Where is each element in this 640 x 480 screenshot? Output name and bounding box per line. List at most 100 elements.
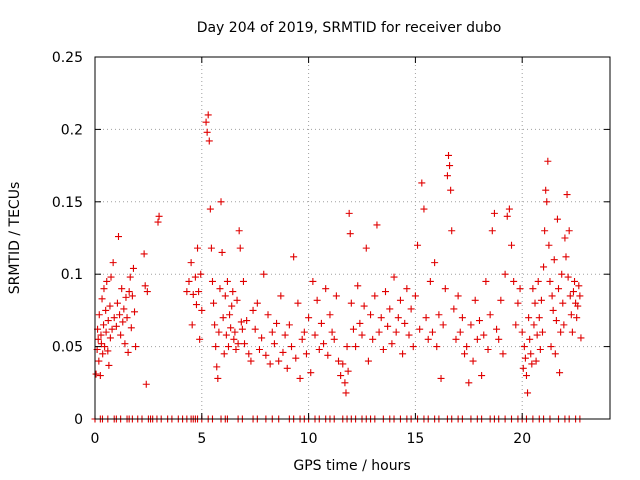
data-point <box>270 340 278 348</box>
data-point <box>396 296 404 304</box>
data-point <box>337 372 345 380</box>
data-point <box>558 270 566 278</box>
data-point <box>521 354 529 362</box>
data-point <box>574 302 582 310</box>
axis-ticks <box>94 56 610 420</box>
x-tick-label: 20 <box>513 431 531 447</box>
data-point <box>420 205 428 213</box>
data-point <box>360 302 368 310</box>
y-tick-label: 0.15 <box>52 195 83 211</box>
data-point <box>211 321 219 329</box>
data-point <box>407 305 415 313</box>
data-point <box>215 328 223 336</box>
data-point <box>322 285 330 293</box>
data-point <box>298 335 306 343</box>
data-point <box>424 335 432 343</box>
data-point <box>123 314 131 322</box>
data-point <box>197 270 205 278</box>
data-point <box>422 314 430 322</box>
data-point <box>486 311 494 319</box>
data-point <box>92 370 100 378</box>
data-point <box>203 128 211 136</box>
data-point <box>131 308 139 316</box>
data-point <box>497 296 505 304</box>
y-tick-label: 0.2 <box>61 122 83 138</box>
data-point <box>547 343 555 351</box>
data-point <box>311 331 319 339</box>
data-point <box>418 179 426 187</box>
data-point <box>253 299 261 307</box>
data-point <box>255 345 263 353</box>
data-point <box>204 111 212 119</box>
data-point <box>221 292 229 300</box>
data-point <box>469 357 477 365</box>
data-point <box>552 317 560 325</box>
data-point <box>122 293 130 301</box>
data-point <box>490 209 498 217</box>
data-point <box>367 311 375 319</box>
data-point <box>379 345 387 353</box>
data-point <box>249 306 257 314</box>
data-point <box>187 259 195 267</box>
data-point <box>463 343 471 351</box>
data-point <box>219 314 227 322</box>
data-point <box>564 273 572 281</box>
data-point <box>519 364 527 372</box>
data-point <box>443 172 451 180</box>
data-point <box>233 296 241 304</box>
data-point <box>414 241 422 249</box>
data-point <box>394 314 402 322</box>
data-point <box>571 277 579 285</box>
data-point <box>216 285 224 293</box>
data-point <box>465 379 473 387</box>
data-point <box>343 343 351 351</box>
data-point <box>194 244 202 252</box>
data-point <box>313 296 321 304</box>
data-point <box>235 227 243 235</box>
y-tick-label: 0.25 <box>52 50 83 66</box>
data-point <box>101 343 109 351</box>
data-point <box>104 347 112 355</box>
data-point <box>212 343 220 351</box>
data-point <box>495 335 503 343</box>
data-point <box>450 305 458 313</box>
data-point <box>542 186 550 194</box>
data-point <box>461 350 469 358</box>
data-point <box>232 345 240 353</box>
data-point <box>347 299 355 307</box>
y-axis-label: SRMTID / TECUs <box>7 182 23 295</box>
data-point <box>258 334 266 342</box>
data-point <box>525 314 533 322</box>
data-point <box>118 285 126 293</box>
data-point <box>210 299 218 307</box>
data-point <box>555 285 563 293</box>
data-point <box>266 360 274 368</box>
data-point <box>230 335 238 343</box>
data-point <box>226 311 234 319</box>
data-point <box>124 348 132 356</box>
data-point <box>105 361 113 369</box>
data-point <box>296 374 304 382</box>
data-point <box>279 348 287 356</box>
y-tick-label: 0.05 <box>52 340 83 356</box>
data-point <box>354 282 362 290</box>
data-point <box>356 319 364 327</box>
data-point <box>262 351 270 359</box>
data-point <box>568 328 576 336</box>
data-point <box>411 292 419 300</box>
data-point <box>505 205 513 213</box>
data-point <box>364 357 372 365</box>
data-point <box>218 248 226 256</box>
data-point <box>231 328 239 336</box>
data-point <box>358 331 366 339</box>
data-point <box>206 205 214 213</box>
data-point <box>531 299 539 307</box>
data-point <box>428 328 436 336</box>
data-point <box>508 241 516 249</box>
data-point <box>126 273 134 281</box>
data-point <box>108 325 116 333</box>
data-point <box>142 380 150 388</box>
data-point <box>302 350 310 358</box>
data-point <box>207 244 215 252</box>
